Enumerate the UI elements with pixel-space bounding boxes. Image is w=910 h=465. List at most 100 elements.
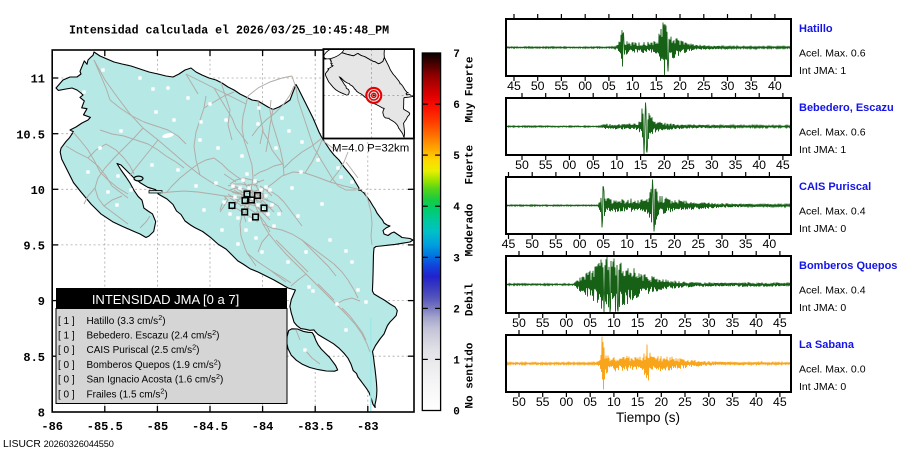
svg-text:-83.5: -83.5 bbox=[297, 420, 333, 434]
svg-text:-84: -84 bbox=[252, 420, 274, 434]
svg-text:8: 8 bbox=[38, 407, 45, 421]
svg-text:Muy Fuerte: Muy Fuerte bbox=[465, 56, 477, 122]
svg-text:30: 30 bbox=[721, 79, 735, 93]
svg-text:30: 30 bbox=[705, 158, 719, 172]
svg-text:Int JMA: 1: Int JMA: 1 bbox=[799, 144, 846, 156]
svg-text:00: 00 bbox=[563, 158, 577, 172]
svg-text:55: 55 bbox=[536, 395, 550, 409]
svg-text:05: 05 bbox=[583, 395, 597, 409]
svg-text:35: 35 bbox=[726, 395, 740, 409]
svg-text:3: 3 bbox=[453, 253, 460, 265]
svg-text:10: 10 bbox=[607, 395, 621, 409]
svg-text:55: 55 bbox=[536, 316, 550, 330]
svg-text:9.5: 9.5 bbox=[23, 240, 45, 254]
svg-text:5: 5 bbox=[453, 151, 460, 163]
svg-text:No sentido: No sentido bbox=[465, 342, 477, 408]
svg-text:25: 25 bbox=[691, 237, 705, 251]
svg-text:Acel. Max. 0.4: Acel. Max. 0.4 bbox=[799, 285, 866, 297]
svg-text:20: 20 bbox=[673, 79, 687, 93]
svg-text:15: 15 bbox=[634, 158, 648, 172]
svg-text:20: 20 bbox=[657, 158, 671, 172]
svg-text:35: 35 bbox=[739, 237, 753, 251]
svg-text:-84.5: -84.5 bbox=[192, 420, 228, 434]
svg-text:35: 35 bbox=[726, 316, 740, 330]
svg-text:15: 15 bbox=[644, 237, 658, 251]
svg-text:Acel. Max. 0.6: Acel. Max. 0.6 bbox=[799, 127, 866, 139]
svg-text:55: 55 bbox=[555, 79, 569, 93]
svg-text:[ 0 ]Frailes (1.5 cm/s2): [ 0 ] Frailes (1.5 cm/s2) bbox=[58, 387, 168, 401]
svg-text:50: 50 bbox=[512, 395, 526, 409]
svg-text:Int JMA: 1: Int JMA: 1 bbox=[799, 65, 846, 77]
svg-text:40: 40 bbox=[763, 237, 777, 251]
svg-text:20: 20 bbox=[668, 237, 682, 251]
svg-text:Bebedero, Escazu: Bebedero, Escazu bbox=[799, 102, 894, 114]
svg-text:2: 2 bbox=[453, 304, 460, 316]
svg-text:9: 9 bbox=[38, 295, 45, 309]
svg-text:Tiempo (s): Tiempo (s) bbox=[616, 410, 680, 425]
svg-text:[ 0 ]Bomberos Quepos (1.9 cm/s: [ 0 ] Bomberos Quepos (1.9 cm/s2) bbox=[58, 357, 221, 371]
svg-text:Acel. Max. 0.6: Acel. Max. 0.6 bbox=[799, 48, 866, 60]
svg-text:10: 10 bbox=[31, 184, 45, 198]
svg-text:15: 15 bbox=[649, 79, 663, 93]
svg-text:40: 40 bbox=[749, 316, 763, 330]
svg-text:10: 10 bbox=[607, 316, 621, 330]
svg-text:Intensidad calculada el 2026/0: Intensidad calculada el 2026/03/25_10:45… bbox=[69, 25, 389, 38]
svg-text:25: 25 bbox=[678, 395, 692, 409]
svg-text:55: 55 bbox=[549, 237, 563, 251]
svg-text:40: 40 bbox=[752, 158, 766, 172]
svg-text:50: 50 bbox=[525, 237, 539, 251]
svg-text:Debil: Debil bbox=[465, 283, 477, 316]
svg-text:25: 25 bbox=[681, 158, 695, 172]
svg-text:1: 1 bbox=[453, 355, 460, 367]
svg-text:15: 15 bbox=[631, 316, 645, 330]
svg-text:45: 45 bbox=[507, 79, 521, 93]
svg-text:00: 00 bbox=[573, 237, 587, 251]
svg-text:45: 45 bbox=[773, 316, 787, 330]
svg-text:30: 30 bbox=[702, 395, 716, 409]
svg-text:Int JMA: 0: Int JMA: 0 bbox=[799, 381, 846, 393]
svg-text:M=4.0 P=32km: M=4.0 P=32km bbox=[332, 142, 409, 154]
svg-text:20: 20 bbox=[654, 316, 668, 330]
svg-text:-85.5: -85.5 bbox=[87, 420, 123, 434]
svg-text:35: 35 bbox=[744, 79, 758, 93]
svg-text:[ 0 ]CAIS Puriscal (2.5 cm/s2): [ 0 ] CAIS Puriscal (2.5 cm/s2) bbox=[58, 343, 199, 357]
svg-text:10.5: 10.5 bbox=[16, 128, 45, 142]
svg-text:15: 15 bbox=[631, 395, 645, 409]
svg-text:05: 05 bbox=[586, 158, 600, 172]
svg-text:7: 7 bbox=[453, 49, 460, 61]
svg-text:6: 6 bbox=[453, 100, 460, 112]
svg-text:Bomberos Quepos: Bomberos Quepos bbox=[799, 260, 897, 272]
svg-text:25: 25 bbox=[697, 79, 711, 93]
svg-text:[ 1 ]Hatillo (3.3 cm/s2): [ 1 ] Hatillo (3.3 cm/s2) bbox=[58, 313, 166, 327]
svg-text:-86: -86 bbox=[41, 420, 63, 434]
svg-text:[ 1 ]Bebedero. Escazu (2.4 cm/: [ 1 ] Bebedero. Escazu (2.4 cm/s2) bbox=[58, 328, 219, 342]
svg-text:40: 40 bbox=[749, 395, 763, 409]
svg-text:25: 25 bbox=[678, 316, 692, 330]
svg-text:00: 00 bbox=[578, 79, 592, 93]
svg-text:Acel. Max. 0.0: Acel. Max. 0.0 bbox=[799, 364, 866, 376]
svg-text:30: 30 bbox=[702, 316, 716, 330]
svg-text:La Sabana: La Sabana bbox=[799, 339, 855, 351]
svg-text:40: 40 bbox=[768, 79, 782, 93]
svg-text:10: 10 bbox=[620, 237, 634, 251]
svg-text:-83: -83 bbox=[357, 420, 379, 434]
svg-text:45: 45 bbox=[773, 395, 787, 409]
svg-text:00: 00 bbox=[560, 316, 574, 330]
svg-text:50: 50 bbox=[531, 79, 545, 93]
svg-text:50: 50 bbox=[515, 158, 529, 172]
svg-text:30: 30 bbox=[715, 237, 729, 251]
svg-text:0: 0 bbox=[453, 407, 460, 419]
svg-text:Hatillo: Hatillo bbox=[799, 23, 833, 35]
svg-text:-85: -85 bbox=[147, 420, 169, 434]
svg-text:[ 0 ]San Ignacio Acosta (1.6 c: [ 0 ] San Ignacio Acosta (1.6 cm/s2) bbox=[58, 372, 223, 386]
svg-text:Moderado: Moderado bbox=[465, 203, 477, 256]
svg-text:INTENSIDAD JMA [0 a 7]: INTENSIDAD JMA [0 a 7] bbox=[92, 292, 239, 307]
svg-text:45: 45 bbox=[776, 158, 790, 172]
svg-text:55: 55 bbox=[539, 158, 553, 172]
svg-text:05: 05 bbox=[583, 316, 597, 330]
svg-text:4: 4 bbox=[453, 202, 460, 214]
svg-text:CAIS Puriscal: CAIS Puriscal bbox=[799, 181, 871, 193]
svg-text:05: 05 bbox=[597, 237, 611, 251]
svg-text:35: 35 bbox=[729, 158, 743, 172]
svg-text:Fuerte: Fuerte bbox=[465, 144, 477, 184]
